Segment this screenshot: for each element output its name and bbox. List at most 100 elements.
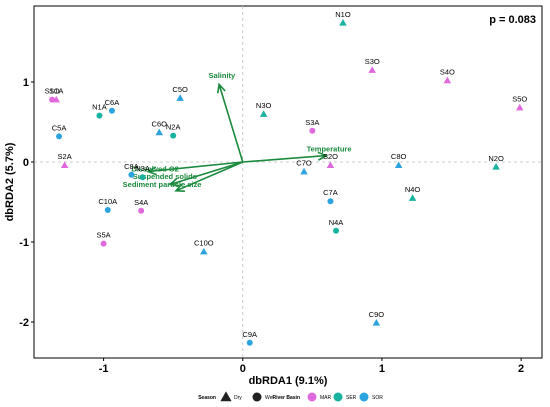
point-label: C8O [391, 152, 407, 161]
point-label: N3O [256, 101, 272, 110]
data-point [326, 161, 335, 169]
point-label: N4A [329, 218, 344, 227]
point-label: N4O [405, 185, 421, 194]
legend-season-key [252, 392, 262, 402]
data-point [515, 103, 524, 111]
point-label: S4O [440, 67, 455, 76]
point-label: C5O [172, 85, 188, 94]
point-label: C10O [194, 239, 214, 248]
y-tick-label: 0 [23, 157, 29, 169]
point-label: N1A [92, 103, 107, 112]
point-label: S1O [45, 87, 60, 96]
legend-basin-key [333, 392, 343, 402]
vector-label: Salinity [209, 71, 237, 80]
data-point [138, 207, 145, 214]
point-label: S3A [305, 118, 319, 127]
vector-arrowhead [168, 177, 180, 187]
legend-season-title: Season [198, 395, 216, 401]
vector-arrow [218, 84, 244, 163]
data-point [327, 198, 334, 205]
vector-arrow [175, 161, 244, 192]
data-point [309, 127, 316, 134]
point-label: C10A [98, 197, 117, 206]
point-label: C7A [323, 188, 338, 197]
point-label: C6O [152, 119, 168, 128]
vector-arrow [148, 161, 243, 173]
data-point [443, 76, 452, 84]
data-point [300, 167, 308, 175]
legend-season-key [220, 391, 232, 402]
point-label: C6A [105, 98, 120, 107]
data-point [100, 240, 107, 247]
vector-arrow [170, 161, 244, 186]
plot-panel: -1 0 1 2 -2 -1 0 1 Salinity Temperature Dissolved … [19, 5, 543, 375]
legend-basin-key [307, 392, 317, 402]
data-point [200, 247, 208, 255]
point-label: N2A [166, 123, 181, 132]
legend-basin-key [359, 392, 369, 402]
p-value-annotation: p = 0.083 [489, 14, 536, 26]
point-label: N1O [335, 10, 351, 19]
x-tick-label: 0 [240, 363, 246, 375]
data-point [372, 319, 381, 326]
point-label: S4A [134, 198, 148, 207]
point-label: S1A [49, 87, 63, 96]
point-label: N2O [488, 154, 504, 163]
data-point [155, 128, 164, 136]
legend-basin-label: SER [346, 395, 357, 401]
point-label: C7O [296, 159, 312, 168]
data-point [176, 94, 184, 101]
x-tick-label: 2 [518, 363, 524, 375]
point-label: N3A [135, 164, 150, 173]
data-point [56, 133, 63, 140]
vector-arrowhead [317, 151, 329, 161]
vector-arrowhead [216, 82, 226, 94]
data-point [60, 161, 69, 169]
data-point [139, 174, 146, 181]
data-point [259, 110, 268, 117]
vector-label: Sediment particle size [123, 180, 202, 189]
point-label: C5A [52, 123, 67, 132]
data-point [408, 194, 417, 201]
legend-basin-title: River Basin [272, 395, 300, 401]
data-point [246, 339, 253, 346]
y-tick-label: -2 [19, 317, 29, 329]
vector-arrowhead [174, 183, 185, 192]
point-label: S2O [323, 152, 338, 161]
point-label: C8A [124, 162, 139, 171]
vector-arrowhead [146, 166, 157, 176]
data-point [339, 19, 347, 26]
data-point [96, 112, 103, 119]
data-point [394, 161, 403, 169]
x-tick-label: -1 [99, 363, 109, 375]
legend-basin-label: MAR [320, 395, 332, 401]
vector-label: Temperature [307, 145, 352, 154]
vector-arrow [242, 154, 327, 163]
data-point [170, 132, 177, 139]
vector-label: Dissolved O2 [131, 165, 179, 174]
vector-label: Suspended solids [133, 172, 197, 181]
point-label: S5A [96, 231, 110, 240]
point-label: S5O [512, 95, 527, 104]
point-label: C9O [369, 310, 385, 319]
plot-border [33, 5, 543, 359]
x-axis-title: dbRDA1 (9.1%) [249, 375, 328, 387]
legend-season-label: Dry [234, 395, 242, 401]
x-tick-label: 1 [379, 363, 385, 375]
legend-season-label: Wet [265, 395, 274, 401]
data-point [52, 95, 61, 103]
legend-basin-label: SOR [372, 395, 383, 401]
y-axis-title: dbRDA2 (5.7%) [4, 142, 16, 221]
data-point [368, 66, 376, 73]
data-point [108, 107, 115, 114]
y-tick-label: -1 [19, 237, 29, 249]
point-label: C9A [242, 330, 257, 339]
data-point [333, 227, 340, 234]
data-point [492, 163, 500, 170]
data-point [128, 171, 135, 178]
data-point [104, 207, 111, 213]
point-label: S3O [365, 57, 380, 66]
point-label: S2A [58, 152, 72, 161]
